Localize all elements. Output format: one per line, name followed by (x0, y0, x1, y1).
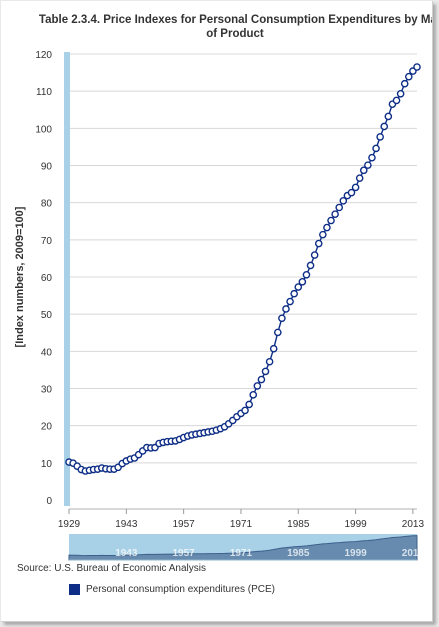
navigator-tick-label: 1943 (115, 548, 138, 559)
navigator-tick-label: 2013 (402, 548, 425, 559)
legend-label: Personal consumption expenditures (PCE) (86, 584, 275, 595)
data-point (372, 144, 380, 153)
y-axis-label: [Index numbers, 2009=100] (14, 206, 26, 347)
y-tick-label: 120 (35, 50, 52, 61)
data-point (376, 133, 384, 141)
data-point (290, 289, 298, 298)
data-point (405, 72, 413, 81)
data-point (413, 63, 421, 71)
data-point (273, 328, 282, 337)
data-point (323, 223, 331, 232)
y-tick-labels: 0 10 20 30 40 50 60 70 80 90 100 110 120 (35, 50, 52, 507)
data-point (351, 183, 360, 192)
y-tick-label: 50 (41, 310, 53, 321)
data-point (355, 174, 364, 182)
data-point (384, 112, 393, 121)
data-point (359, 166, 368, 175)
y-tick-label: 90 (41, 162, 53, 173)
data-point (392, 96, 401, 105)
navigator-tick-label: 1957 (173, 548, 196, 559)
y-tick-label: 80 (41, 199, 53, 210)
y-axis-band (64, 52, 70, 506)
navigator-series-area (68, 535, 418, 561)
x-tick-label: 1943 (115, 519, 138, 530)
data-point (241, 406, 249, 415)
x-tick-label: 1957 (173, 519, 196, 530)
data-point (282, 305, 290, 313)
data-point (347, 188, 356, 197)
y-tick-label: 20 (41, 422, 53, 433)
navigator-tick-label: 1985 (287, 548, 310, 559)
x-tick-label: 1929 (58, 519, 81, 530)
data-point (310, 251, 319, 259)
y-tick-label: 60 (41, 273, 53, 284)
data-point (400, 79, 409, 88)
data-point (302, 270, 311, 279)
x-tick-label: 1971 (230, 519, 253, 530)
data-point (319, 230, 327, 239)
y-tick-label: 110 (36, 87, 52, 98)
source-note: Source: U.S. Bureau of Economic Analysis (17, 563, 206, 574)
navigator-tick-label: 1971 (230, 548, 253, 559)
chart-title-line-1: Table 2.3.4. Price Indexes for Personal … (38, 14, 433, 26)
x-tick-label: 1999 (344, 519, 367, 530)
data-point (306, 261, 315, 270)
y-tick-label: 40 (41, 347, 53, 358)
navigator-tick-label: 1999 (344, 548, 367, 559)
data-point (257, 375, 266, 384)
data-point (396, 89, 405, 98)
data-point (265, 357, 274, 366)
legend-item-pce[interactable]: Personal consumption expenditures (PCE) (69, 584, 275, 595)
chart-frame: Table 2.3.4. Price Indexes for Personal … (1, 1, 433, 622)
data-point (331, 210, 339, 218)
data-point (335, 203, 344, 212)
data-point (339, 197, 348, 205)
x-tick-labels: 1929 1943 1957 1971 1985 1999 2013 (58, 509, 425, 530)
data-point (249, 391, 258, 399)
data-point (298, 278, 307, 286)
data-point (294, 283, 303, 291)
legend-swatch (69, 584, 80, 595)
data-point (278, 314, 286, 323)
x-tick-label: 2013 (402, 519, 425, 530)
chart-title-line-2: of Product (206, 28, 264, 40)
y-tick-label: 10 (41, 459, 53, 470)
chart-svg: 0 10 20 30 40 50 60 70 80 90 100 110 120 [Index numb… (14, 50, 425, 561)
x-tick-label: 1985 (287, 519, 310, 530)
grid-lines (69, 53, 417, 464)
data-point (269, 344, 278, 353)
data-point (368, 153, 376, 162)
navigator[interactable]: 1943 1957 1971 1985 1999 2013 (68, 534, 425, 561)
data-point (245, 400, 253, 409)
y-tick-label: 0 (46, 496, 52, 507)
pce-data-points (65, 63, 421, 475)
y-tick-label: 70 (41, 236, 53, 247)
data-point (261, 367, 270, 376)
y-tick-label: 30 (41, 385, 53, 396)
y-tick-label: 100 (35, 124, 52, 135)
data-point (327, 216, 335, 225)
data-point (253, 382, 262, 390)
data-point (380, 122, 389, 131)
chart-title: Table 2.3.4. Price Indexes for Personal … (15, 13, 433, 41)
data-point (364, 161, 372, 169)
data-point (286, 297, 294, 306)
data-point (314, 239, 323, 248)
